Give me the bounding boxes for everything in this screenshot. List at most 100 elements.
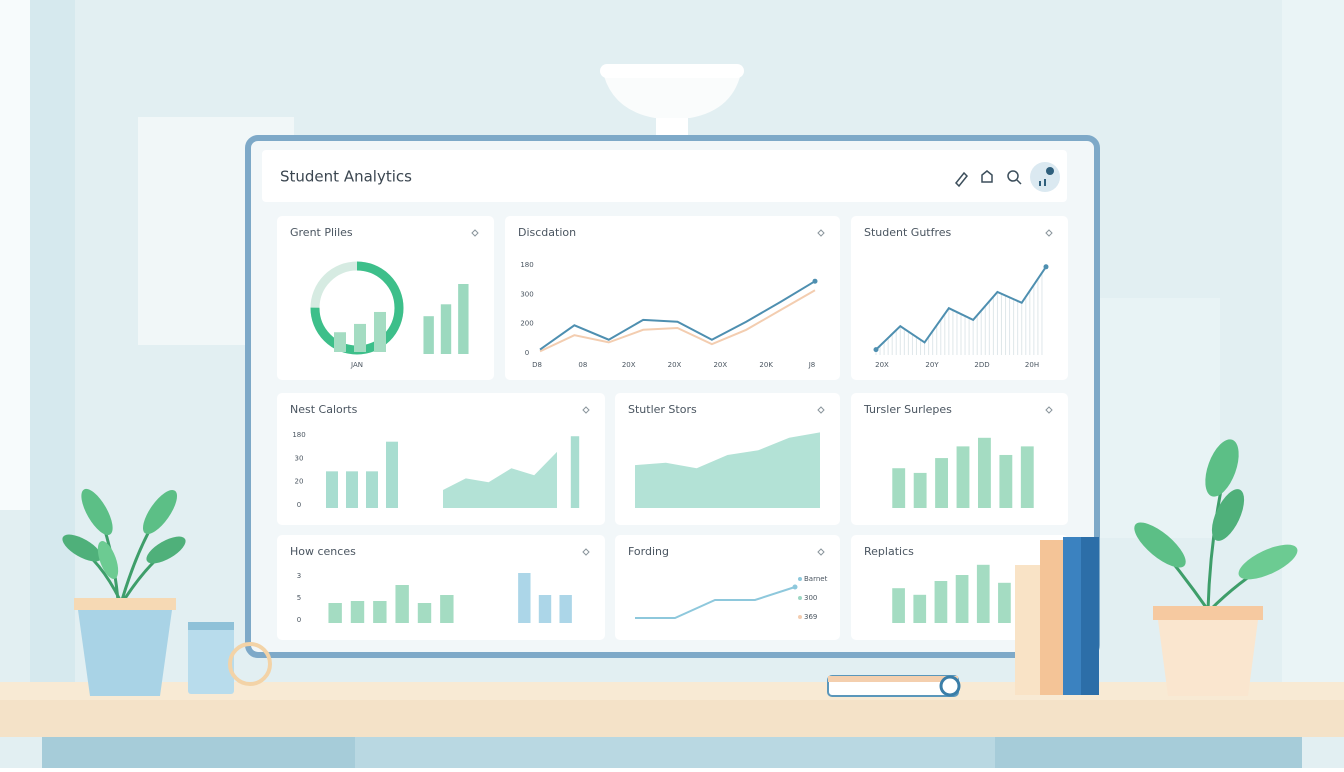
bar <box>440 595 454 623</box>
panel-menu[interactable] <box>582 406 590 414</box>
area <box>443 451 557 508</box>
bar <box>374 311 386 352</box>
panel-title: Fording <box>628 545 669 558</box>
legend-label: Barnet <box>804 575 828 583</box>
closed-book <box>827 675 961 697</box>
lamp-rim <box>600 64 744 78</box>
avatar[interactable] <box>1030 162 1060 192</box>
panel-menu[interactable] <box>817 548 825 556</box>
plant-right <box>1134 439 1298 696</box>
bar <box>346 471 358 508</box>
legend-dot <box>798 596 802 600</box>
home-icon[interactable] <box>981 170 993 183</box>
panel-menu[interactable] <box>817 229 825 237</box>
bar <box>350 601 365 623</box>
panel-title: How cences <box>290 545 356 558</box>
x-label: 20X <box>622 361 636 369</box>
avatar-mark <box>1039 179 1046 186</box>
bar <box>935 458 948 508</box>
bar <box>326 471 338 508</box>
y-label: 200 <box>520 320 533 328</box>
bar <box>334 332 346 352</box>
bar <box>354 323 366 352</box>
bar <box>913 594 927 623</box>
window <box>0 0 30 510</box>
window-frame <box>30 0 75 690</box>
panel <box>851 216 1068 380</box>
y-label: 3 <box>297 572 301 580</box>
panel-title: Student Gutfres <box>864 226 952 239</box>
area <box>635 432 820 508</box>
header-icons <box>954 170 1022 188</box>
legend-dot <box>798 577 802 581</box>
x-label: 20H <box>1025 361 1039 369</box>
bar <box>538 595 552 623</box>
search-icon[interactable] <box>1007 170 1019 182</box>
x-label: JAN <box>350 361 363 369</box>
bar <box>373 601 387 623</box>
x-label: 20X <box>668 361 682 369</box>
cup <box>188 622 272 694</box>
panel-title: Stutler Stors <box>628 403 697 416</box>
bar <box>423 316 434 354</box>
bar <box>892 588 905 623</box>
y-label: 0 <box>297 616 301 624</box>
panel-title: Replatics <box>864 545 914 558</box>
panel-title: Discdation <box>518 226 576 239</box>
bar <box>978 437 991 508</box>
search-handle <box>1016 179 1022 185</box>
panel-title: Nest Calorts <box>290 403 358 416</box>
line <box>539 289 816 353</box>
desk-edge <box>0 700 1344 737</box>
panel-menu[interactable] <box>471 229 479 237</box>
bar <box>570 436 580 508</box>
panel-menu[interactable] <box>1045 229 1053 237</box>
panel <box>505 216 840 380</box>
end-dot <box>1043 264 1049 270</box>
panel <box>615 535 840 640</box>
x-label: D8 <box>532 361 542 369</box>
bar <box>913 472 927 508</box>
panel-menu[interactable] <box>582 548 590 556</box>
bar <box>559 595 572 623</box>
bar <box>976 564 990 623</box>
y-label: 20 <box>295 478 304 486</box>
y-label: 180 <box>520 261 533 269</box>
panel-title: Grent Pliles <box>290 226 353 239</box>
avatar-dot <box>1046 167 1054 175</box>
x-label: J8 <box>808 361 816 369</box>
y-label: 0 <box>297 501 301 509</box>
legend-label: 300 <box>804 594 817 602</box>
x-label: 20Y <box>925 361 939 369</box>
bar <box>395 585 409 623</box>
x-label: 2DD <box>974 361 989 369</box>
y-label: 180 <box>292 431 305 439</box>
end-dot <box>792 584 798 590</box>
panel-menu[interactable] <box>817 406 825 414</box>
edit-icon[interactable] <box>954 171 969 188</box>
bar <box>386 441 398 508</box>
bar <box>417 603 432 623</box>
y-label: 0 <box>525 349 529 357</box>
bar <box>999 454 1013 508</box>
start-dot <box>873 347 879 353</box>
header-bar <box>262 150 1067 202</box>
panel-menu[interactable] <box>1045 406 1053 414</box>
bar <box>998 582 1011 623</box>
app-title: Student Analytics <box>280 168 412 186</box>
y-label: 5 <box>297 594 301 602</box>
bar <box>366 471 378 508</box>
bar <box>518 573 531 623</box>
bar <box>328 603 342 623</box>
books <box>1015 537 1099 695</box>
bar <box>934 581 948 623</box>
drawer <box>355 737 995 768</box>
bar <box>1020 446 1034 508</box>
bar <box>458 284 469 354</box>
wall-frame <box>1100 298 1220 538</box>
x-label: 20K <box>759 361 773 369</box>
lamp-stem <box>656 118 688 138</box>
